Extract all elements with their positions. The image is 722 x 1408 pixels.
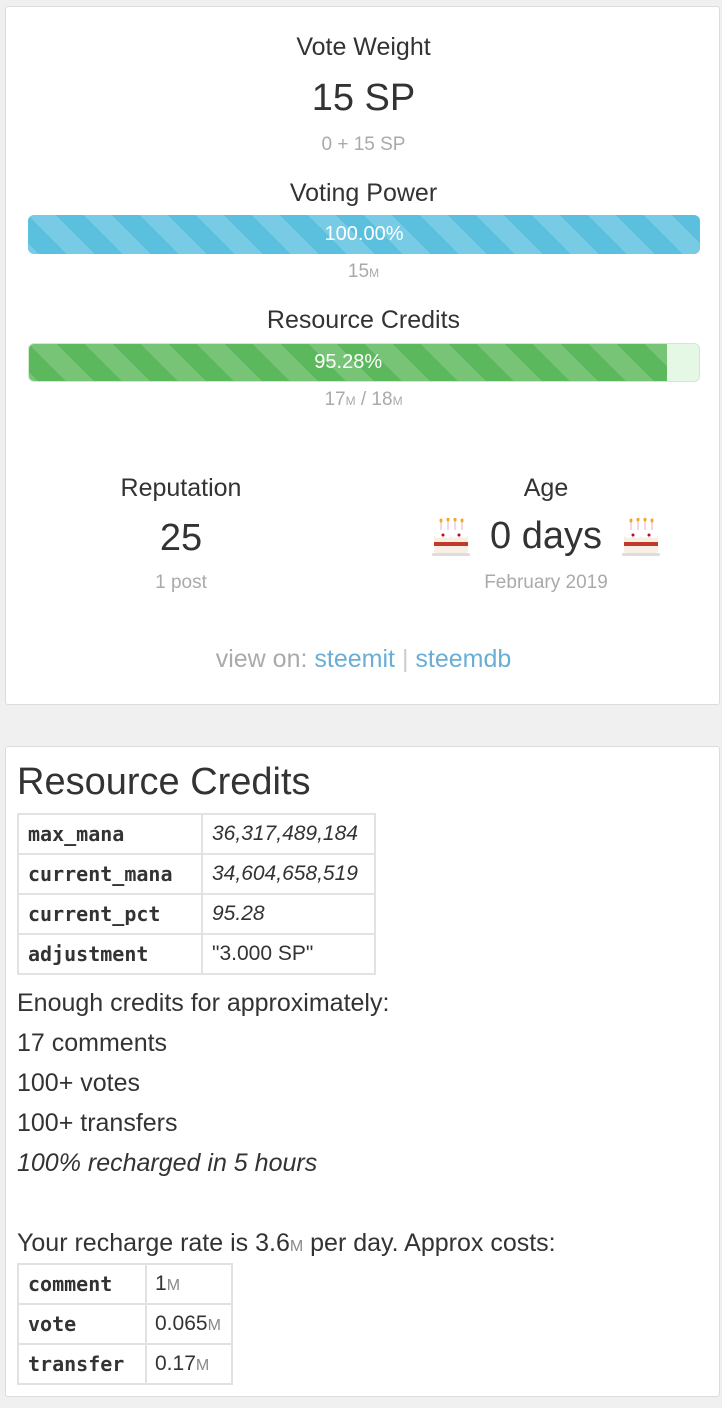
table-row: current_mana 34,604,658,519 <box>17 853 376 895</box>
age-value-row: 0 days <box>381 515 711 558</box>
view-on-row: view on: steemit | steemdb <box>6 645 721 674</box>
reputation-value: 25 <box>159 517 203 559</box>
table-value: "3.000 SP" <box>201 933 376 975</box>
voting-power-fill: 100.00% <box>28 215 700 254</box>
cost-value: 0.065 <box>155 1312 208 1335</box>
table-value: 1M <box>145 1263 233 1305</box>
table-row: transfer 0.17M <box>17 1343 233 1385</box>
cost-unit: M <box>207 1317 221 1334</box>
resource-credits-sub: 17M / 18M <box>6 389 721 411</box>
account-stats-panel: Vote Weight 15 SP 0 + 15 SP Voting Power… <box>5 6 720 705</box>
resource-credits-table: max_mana 36,317,489,184 current_mana 34,… <box>17 813 376 975</box>
cost-unit: M <box>195 1357 210 1374</box>
comments-estimate: 17 comments <box>17 1029 168 1057</box>
transfers-estimate: 100+ transfers <box>17 1109 178 1137</box>
table-row: current_pct 95.28 <box>17 893 376 935</box>
rc-separator: / <box>360 389 367 410</box>
resource-credits-bar: 95.28% <box>28 343 700 382</box>
table-row: max_mana 36,317,489,184 <box>17 813 376 855</box>
voting-power-percent: 100.00% <box>324 223 404 245</box>
resource-credits-title: Resource Credits <box>17 761 311 803</box>
reputation-heading: Reputation <box>120 474 242 502</box>
table-value: 34,604,658,519 <box>201 853 376 895</box>
voting-power-heading: Voting Power <box>289 179 438 207</box>
table-value: 0.065M <box>145 1303 233 1345</box>
resource-credits-fill: 95.28% <box>29 344 668 381</box>
voting-power-sub: 15M <box>6 261 721 283</box>
voting-power-sub-unit: M <box>369 266 380 280</box>
table-row: adjustment "3.000 SP" <box>17 933 376 975</box>
steemit-link[interactable]: steemit <box>314 645 395 673</box>
resource-credits-percent: 95.28% <box>314 351 383 373</box>
cost-unit: M <box>166 1277 181 1294</box>
recharge-rate-unit: M <box>289 1238 304 1255</box>
reputation-posts: 1 post <box>155 572 207 593</box>
rc-max-unit: M <box>392 394 403 408</box>
cost-value: 1 <box>155 1272 167 1295</box>
steemdb-link[interactable]: steemdb <box>415 645 512 673</box>
table-key: comment <box>17 1263 147 1305</box>
table-key: current_pct <box>17 893 203 935</box>
vote-weight-heading: Vote Weight <box>296 33 431 61</box>
approx-costs-table: comment 1M vote 0.065M transfer 0.17M <box>17 1263 233 1385</box>
age-value: 0 days <box>490 515 602 557</box>
table-row: vote 0.065M <box>17 1303 233 1345</box>
vote-weight-value: 15 SP <box>311 77 416 119</box>
age-heading: Age <box>523 474 569 502</box>
recharge-time: 100% recharged in 5 hours <box>17 1149 318 1177</box>
table-value: 0.17M <box>145 1343 233 1385</box>
birthday-cake-icon <box>621 517 660 556</box>
rc-current: 17 <box>324 389 346 410</box>
recharge-rate-suffix: per day. Approx costs: <box>303 1229 556 1257</box>
recharge-rate-prefix: Your recharge rate is 3.6 <box>17 1229 290 1257</box>
table-key: current_mana <box>17 853 203 895</box>
table-value: 95.28 <box>201 893 376 935</box>
table-key: vote <box>17 1303 147 1345</box>
table-row: comment 1M <box>17 1263 233 1305</box>
recharge-rate-text: Your recharge rate is 3.6M per day. Appr… <box>17 1229 556 1258</box>
age-created: February 2019 <box>484 572 608 593</box>
rc-current-unit: M <box>345 394 356 408</box>
resource-credits-heading: Resource Credits <box>266 306 461 334</box>
resource-credits-panel: Resource Credits max_mana 36,317,489,184… <box>5 746 720 1397</box>
cost-value: 0.17 <box>155 1352 196 1375</box>
enough-credits-text: Enough credits for approximately: <box>17 989 390 1017</box>
table-key: max_mana <box>17 813 203 855</box>
vote-weight-breakdown: 0 + 15 SP <box>321 134 406 155</box>
votes-estimate: 100+ votes <box>17 1069 141 1097</box>
birthday-cake-icon <box>432 517 471 556</box>
view-on-label: view on: <box>215 645 308 673</box>
table-key: transfer <box>17 1343 147 1385</box>
table-key: adjustment <box>17 933 203 975</box>
voting-power-sub-value: 15 <box>347 261 370 282</box>
table-value: 36,317,489,184 <box>201 813 376 855</box>
rc-max: 18 <box>371 389 393 410</box>
view-on-divider: | <box>401 645 409 673</box>
voting-power-bar: 100.00% <box>28 215 700 254</box>
